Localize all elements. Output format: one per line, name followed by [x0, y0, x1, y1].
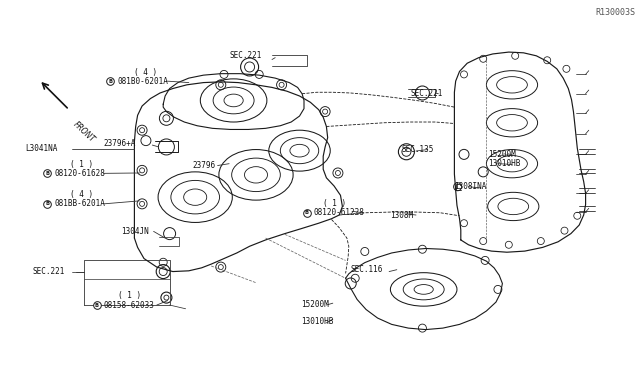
- Text: 13010HB: 13010HB: [301, 317, 333, 326]
- Text: 08120-61628: 08120-61628: [54, 169, 105, 178]
- Text: SEC.221: SEC.221: [32, 267, 65, 276]
- Text: SEC.135: SEC.135: [402, 145, 435, 154]
- Text: 23796+A: 23796+A: [104, 139, 136, 148]
- Text: SEC.221: SEC.221: [229, 51, 262, 60]
- Text: B: B: [108, 78, 112, 84]
- Text: SEC.221: SEC.221: [411, 89, 444, 98]
- Text: 081B0-6201A: 081B0-6201A: [117, 77, 168, 86]
- Text: 15200M: 15200M: [301, 300, 328, 309]
- Text: 13010HB: 13010HB: [488, 159, 520, 168]
- Text: ( 1 ): ( 1 ): [118, 291, 141, 300]
- Text: B: B: [305, 210, 308, 215]
- Text: ( 4 ): ( 4 ): [70, 190, 93, 199]
- Text: 1304JN: 1304JN: [122, 227, 149, 236]
- Text: 1308INA: 1308INA: [454, 182, 487, 191]
- Text: 08120-61228: 08120-61228: [314, 208, 364, 217]
- Text: SEC.116: SEC.116: [351, 265, 383, 274]
- Text: FRONT: FRONT: [71, 120, 97, 144]
- Text: B: B: [45, 171, 49, 176]
- Text: 08158-62033: 08158-62033: [104, 301, 154, 310]
- Text: ( 4 ): ( 4 ): [134, 68, 157, 77]
- Text: L3041NA: L3041NA: [26, 144, 58, 153]
- Text: R130003S: R130003S: [595, 8, 635, 17]
- Text: B: B: [45, 201, 49, 206]
- Text: 15200M: 15200M: [488, 150, 515, 159]
- Text: ( 1 ): ( 1 ): [323, 199, 346, 208]
- Text: B: B: [95, 302, 99, 308]
- Text: 1308M: 1308M: [390, 211, 413, 219]
- Text: 23796: 23796: [192, 161, 215, 170]
- Text: ( 1 ): ( 1 ): [70, 160, 93, 169]
- Text: 081BB-6201A: 081BB-6201A: [54, 199, 105, 208]
